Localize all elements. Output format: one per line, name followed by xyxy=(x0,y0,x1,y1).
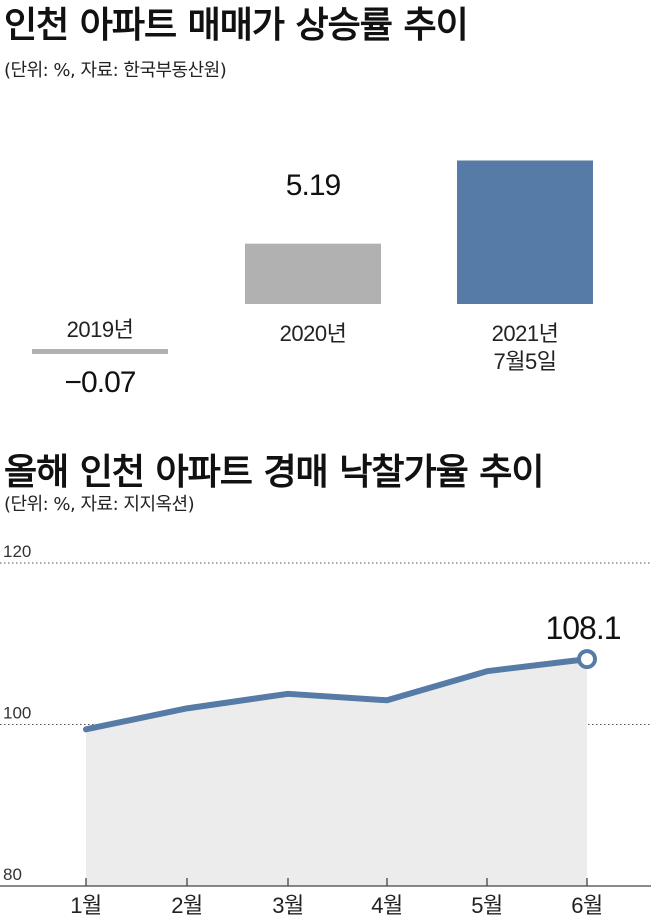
line-chart: 108.1 120 100 80 1월 2월 3월 4월 5월 6월 xyxy=(0,542,651,918)
y-tick-label-80: 80 xyxy=(3,865,22,884)
bar-2 xyxy=(457,160,593,304)
bar-category-label-1: 2020년 xyxy=(280,321,347,346)
highlight-value-label: 108.1 xyxy=(545,610,620,646)
bar-category-label-2: 7월5일 xyxy=(494,349,557,374)
bar-value-label-2: 12.35 xyxy=(490,116,560,149)
bar-value-label-0: −0.07 xyxy=(65,366,136,395)
y-tick-label-100: 100 xyxy=(3,704,31,723)
area-fill xyxy=(86,659,587,886)
bar-value-label-1: 5.19 xyxy=(286,169,341,202)
x-tick-label-4: 5월 xyxy=(471,893,502,918)
data-point-5 xyxy=(577,649,597,670)
x-tick-label-5: 6월 xyxy=(571,893,602,918)
line-chart-title: 올해 인천 아파트 경매 낙찰가율 추이 xyxy=(4,452,544,493)
x-tick-label-2: 3월 xyxy=(272,893,303,918)
series-line xyxy=(83,656,590,733)
bar-0 xyxy=(32,349,168,354)
y-tick-label-120: 120 xyxy=(3,542,31,561)
bar-chart: −0.07 2019년 5.19 2020년 12.35 2021년 7월5일 xyxy=(32,116,593,395)
x-tick-label-1: 2월 xyxy=(171,893,202,918)
bar-chart-title: 인천 아파트 매매가 상승률 추이 xyxy=(4,5,469,46)
bar-category-label-0: 2019년 xyxy=(67,317,134,342)
x-tick-label-3: 4월 xyxy=(371,893,402,918)
bar-chart-source: (단위: %, 자료: 한국부동산원) xyxy=(4,60,227,81)
bar-1 xyxy=(245,243,381,304)
line-chart-source: (단위: %, 자료: 지지옥션) xyxy=(4,494,195,515)
bar-category-label-2: 2021년 xyxy=(492,321,559,346)
x-tick-label-0: 1월 xyxy=(70,893,101,918)
